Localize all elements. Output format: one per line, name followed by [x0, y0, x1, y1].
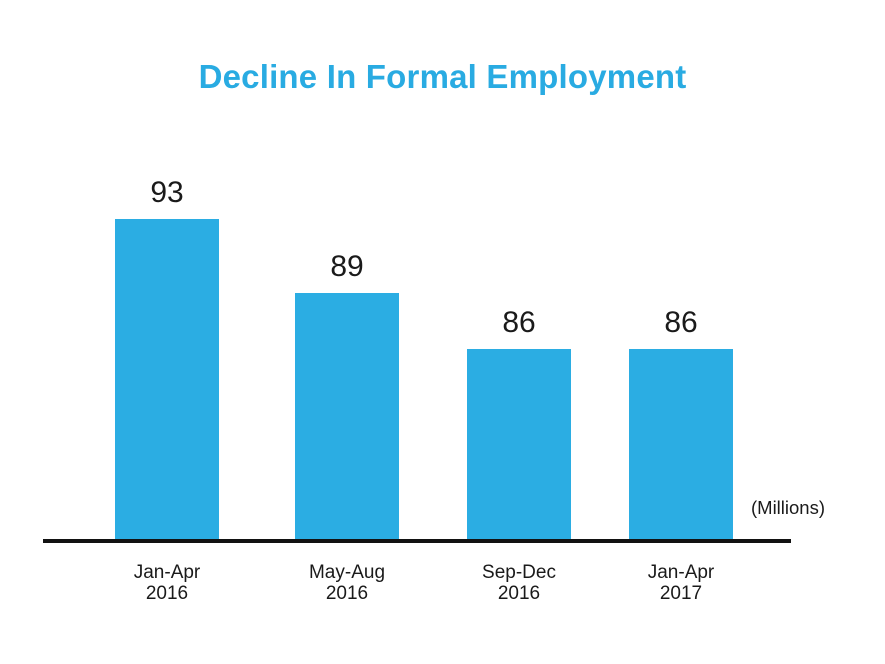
category-label: Sep-Dec 2016 [482, 562, 556, 604]
category-label: Jan-Apr 2016 [133, 562, 201, 604]
bar [629, 349, 733, 541]
category-label: May-Aug 2016 [308, 562, 386, 604]
bar [115, 219, 219, 541]
unit-label: (Millions) [751, 497, 825, 518]
bar [295, 293, 399, 541]
bar-value-label: 86 [664, 306, 698, 339]
chart-title: Decline In Formal Employment [198, 58, 687, 95]
x-axis-baseline [43, 539, 791, 543]
bar-value-label: 89 [330, 250, 364, 283]
bar-value-label: 93 [150, 176, 184, 209]
category-label: Jan-Apr 2017 [647, 562, 715, 604]
bar-value-label: 86 [502, 306, 536, 339]
bar [467, 349, 571, 541]
